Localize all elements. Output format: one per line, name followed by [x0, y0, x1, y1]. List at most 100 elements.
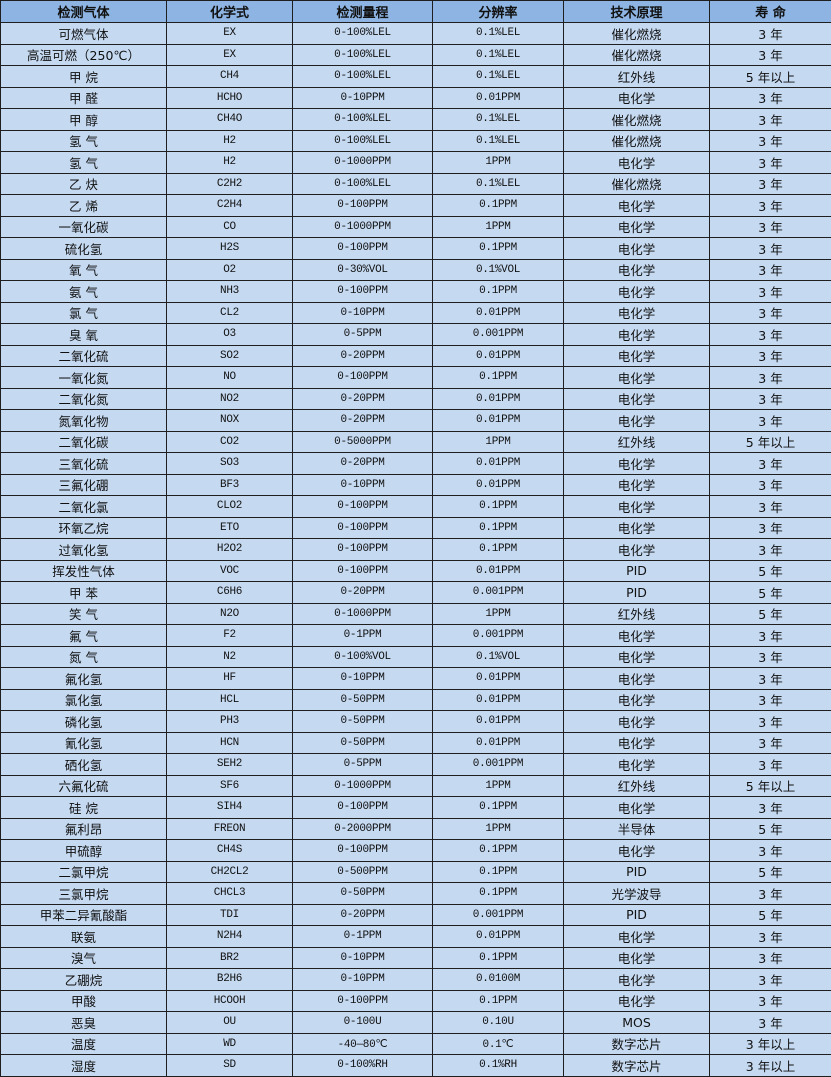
- cell-formula: SO3: [167, 453, 293, 475]
- cell-lifetime: 5 年: [710, 818, 831, 840]
- cell-range: 0-100%LEL: [293, 173, 433, 195]
- cell-principle: PID: [564, 861, 710, 883]
- cell-resolution: 0.1PPM: [433, 517, 564, 539]
- cell-principle: 电化学: [564, 152, 710, 174]
- cell-formula: N2O: [167, 603, 293, 625]
- cell-principle: 红外线: [564, 66, 710, 88]
- cell-principle: 电化学: [564, 302, 710, 324]
- cell-principle: 数字芯片: [564, 1033, 710, 1055]
- cell-range: 0-5000PPM: [293, 431, 433, 453]
- cell-resolution: 0.01PPM: [433, 87, 564, 109]
- cell-resolution: 1PPM: [433, 775, 564, 797]
- cell-range: 0-100PPM: [293, 560, 433, 582]
- cell-formula: N2: [167, 646, 293, 668]
- cell-principle: 电化学: [564, 195, 710, 217]
- cell-resolution: 0.01PPM: [433, 474, 564, 496]
- cell-range: 0-5PPM: [293, 324, 433, 346]
- cell-formula: VOC: [167, 560, 293, 582]
- cell-range: 0-100PPM: [293, 367, 433, 389]
- cell-gas: 一氧化碳: [1, 216, 167, 238]
- cell-resolution: 0.1%VOL: [433, 259, 564, 281]
- header-range: 检测量程: [293, 1, 433, 23]
- cell-gas: 湿度: [1, 1055, 167, 1077]
- cell-gas: 氟利昂: [1, 818, 167, 840]
- cell-formula: ETO: [167, 517, 293, 539]
- header-principle: 技术原理: [564, 1, 710, 23]
- cell-lifetime: 3 年: [710, 496, 831, 518]
- cell-gas: 硒化氢: [1, 754, 167, 776]
- cell-range: 0-100PPM: [293, 195, 433, 217]
- cell-range: 0-100%LEL: [293, 109, 433, 131]
- cell-lifetime: 3 年: [710, 1012, 831, 1034]
- cell-lifetime: 3 年: [710, 646, 831, 668]
- cell-resolution: 0.1PPM: [433, 496, 564, 518]
- cell-range: 0-100%LEL: [293, 66, 433, 88]
- cell-lifetime: 5 年: [710, 582, 831, 604]
- cell-lifetime: 3 年: [710, 44, 831, 66]
- cell-formula: SEH2: [167, 754, 293, 776]
- cell-principle: 电化学: [564, 711, 710, 733]
- cell-lifetime: 5 年以上: [710, 431, 831, 453]
- cell-principle: 电化学: [564, 324, 710, 346]
- cell-resolution: 0.001PPM: [433, 904, 564, 926]
- cell-formula: BF3: [167, 474, 293, 496]
- cell-range: 0-100PPM: [293, 281, 433, 303]
- cell-range: 0-100PPM: [293, 539, 433, 561]
- cell-lifetime: 3 年: [710, 797, 831, 819]
- cell-principle: 电化学: [564, 216, 710, 238]
- cell-principle: 电化学: [564, 990, 710, 1012]
- cell-formula: CH4: [167, 66, 293, 88]
- cell-formula: H2: [167, 130, 293, 152]
- cell-gas: 二氧化碳: [1, 431, 167, 453]
- cell-resolution: 0.1PPM: [433, 861, 564, 883]
- cell-principle: 电化学: [564, 539, 710, 561]
- cell-resolution: 0.1%LEL: [433, 173, 564, 195]
- cell-resolution: 0.1%RH: [433, 1055, 564, 1077]
- cell-lifetime: 5 年: [710, 861, 831, 883]
- cell-lifetime: 3 年以上: [710, 1033, 831, 1055]
- cell-range: 0-100PPM: [293, 840, 433, 862]
- cell-formula: F2: [167, 625, 293, 647]
- cell-gas: 氨 气: [1, 281, 167, 303]
- cell-lifetime: 3 年: [710, 367, 831, 389]
- cell-gas: 恶臭: [1, 1012, 167, 1034]
- cell-principle: 电化学: [564, 517, 710, 539]
- cell-resolution: 0.01PPM: [433, 388, 564, 410]
- cell-gas: 甲 醛: [1, 87, 167, 109]
- cell-formula: C2H4: [167, 195, 293, 217]
- cell-resolution: 0.01PPM: [433, 689, 564, 711]
- cell-range: 0-100%LEL: [293, 130, 433, 152]
- cell-gas: 氮 气: [1, 646, 167, 668]
- cell-resolution: 0.01PPM: [433, 711, 564, 733]
- cell-principle: 光学波导: [564, 883, 710, 905]
- cell-gas: 高温可燃（250℃）: [1, 44, 167, 66]
- cell-lifetime: 5 年: [710, 603, 831, 625]
- cell-principle: 电化学: [564, 969, 710, 991]
- cell-lifetime: 3 年: [710, 990, 831, 1012]
- cell-principle: 催化燃烧: [564, 173, 710, 195]
- cell-lifetime: 3 年: [710, 23, 831, 45]
- cell-formula: SF6: [167, 775, 293, 797]
- cell-principle: 电化学: [564, 797, 710, 819]
- cell-gas: 硫化氢: [1, 238, 167, 260]
- cell-range: 0-1000PPM: [293, 216, 433, 238]
- cell-lifetime: 3 年: [710, 109, 831, 131]
- header-gas: 检测气体: [1, 1, 167, 23]
- cell-range: 0-1000PPM: [293, 603, 433, 625]
- cell-principle: 电化学: [564, 474, 710, 496]
- cell-lifetime: 5 年以上: [710, 66, 831, 88]
- cell-resolution: 0.01PPM: [433, 302, 564, 324]
- cell-gas: 氟 气: [1, 625, 167, 647]
- cell-formula: CH2CL2: [167, 861, 293, 883]
- cell-gas: 挥发性气体: [1, 560, 167, 582]
